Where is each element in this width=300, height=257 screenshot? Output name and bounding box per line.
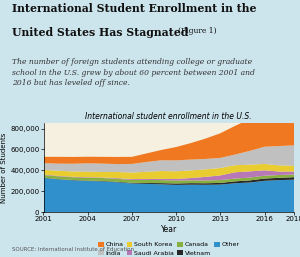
Text: The number of foreign students attending college or graduate
school in the U.S. : The number of foreign students attending… [12, 58, 255, 87]
Text: International Student Enrollment in the: International Student Enrollment in the [12, 3, 256, 14]
Legend: China, India, South Korea, Saudi Arabia, Canada, Vietnam, Other: China, India, South Korea, Saudi Arabia,… [98, 242, 239, 256]
X-axis label: Year: Year [160, 225, 177, 234]
Y-axis label: Number of Students: Number of Students [1, 133, 7, 203]
Text: (Figure 1): (Figure 1) [178, 27, 217, 35]
Title: International student enrollment in the U.S.: International student enrollment in the … [85, 112, 252, 121]
Text: SOURCE: International Institute of Education: SOURCE: International Institute of Educa… [12, 247, 134, 252]
Text: United States Has Stagnated: United States Has Stagnated [12, 27, 192, 38]
